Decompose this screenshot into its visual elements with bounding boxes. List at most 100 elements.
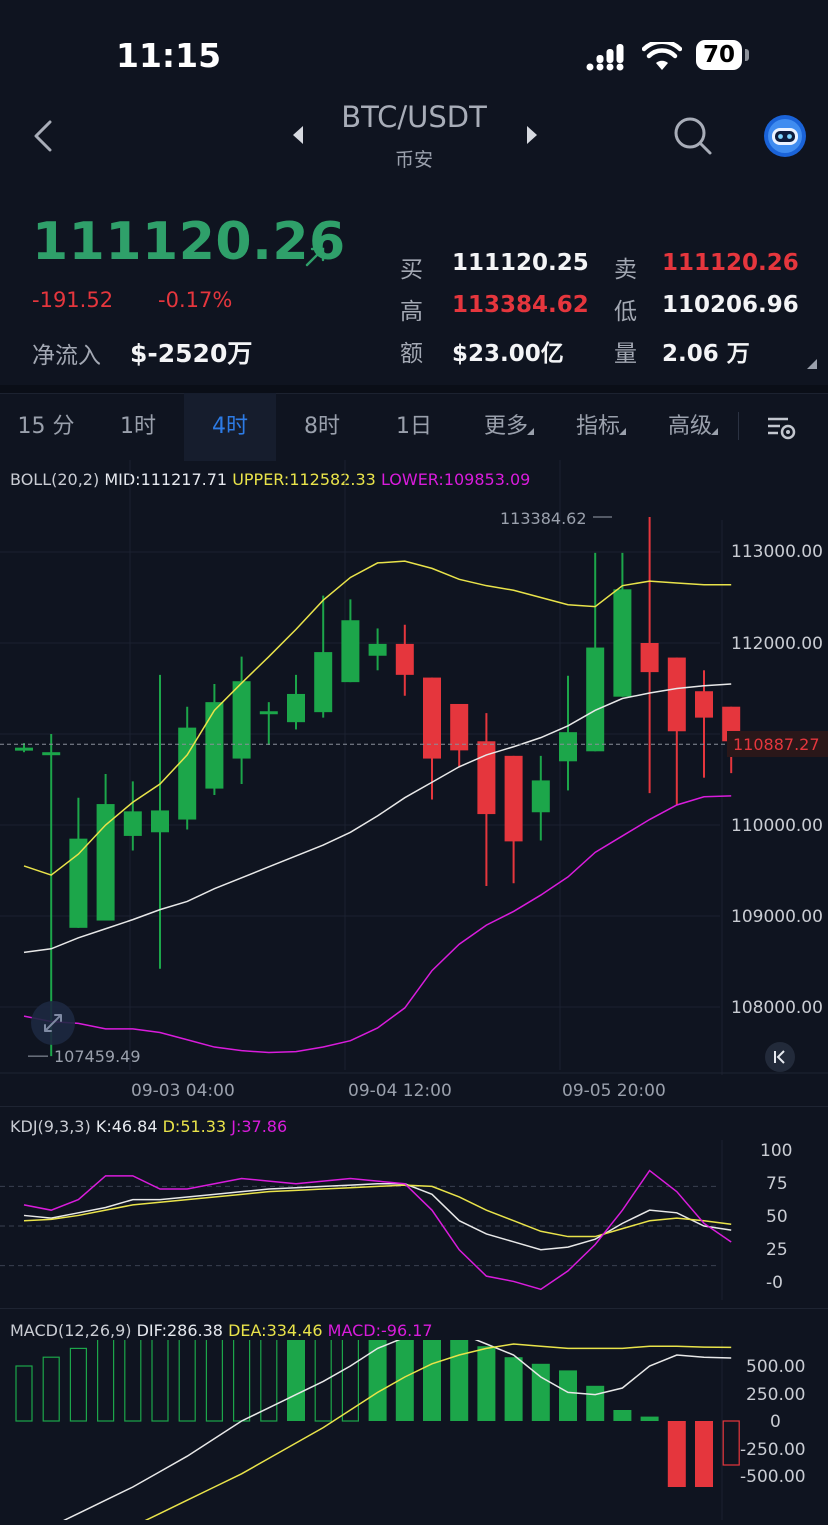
candle-body (477, 741, 496, 815)
macd-bar (477, 1346, 496, 1421)
kdj-tick-25: 25 (766, 1240, 788, 1260)
volume-label: 量 (614, 341, 637, 367)
macd-dif-line (63, 1340, 732, 1520)
last-price: 111120.26 (32, 212, 346, 272)
candle-body (151, 810, 169, 833)
candle-body (531, 780, 550, 813)
kdj-j-line (23, 1169, 732, 1291)
candle-body (695, 691, 713, 718)
macd-bar (15, 1365, 33, 1422)
tab-more[interactable]: 更多 (483, 414, 528, 439)
low-label: 低 (614, 299, 637, 325)
macd-bar (205, 1340, 223, 1422)
boll-upper-line (23, 560, 732, 876)
macd-bar (559, 1370, 577, 1421)
macd-bar (260, 1340, 278, 1422)
macd-dea: DEA:334.46 (228, 1321, 323, 1340)
turnover-value: $23.00亿 (452, 341, 564, 367)
macd-bar (395, 1340, 414, 1421)
macd-bar (96, 1340, 115, 1422)
candle-body (178, 727, 197, 820)
search-icon[interactable] (672, 115, 714, 157)
candle-body (586, 647, 605, 752)
tab-indicators[interactable]: 指标 (575, 414, 620, 439)
bid-value: 111120.25 (452, 250, 589, 276)
kdj-k-line (23, 1183, 732, 1251)
trend-up-arrow-icon (305, 247, 325, 267)
macd-bar (722, 1420, 740, 1466)
macd-bar (423, 1340, 441, 1421)
candle-body (232, 681, 251, 759)
tab-15m[interactable]: 15 分 (17, 414, 75, 439)
macd-bar (124, 1340, 142, 1422)
candle-body (259, 711, 278, 715)
back-icon[interactable] (30, 118, 56, 154)
candle-body (96, 804, 115, 921)
tab-8h[interactable]: 8时 (304, 414, 340, 439)
fullscreen-icon[interactable] (30, 1000, 76, 1046)
price-change: -191.52 (32, 288, 114, 312)
candle-body (395, 643, 414, 675)
macd-dea-line (144, 1343, 732, 1520)
y-tick-108000: 108000.00 (731, 998, 823, 1018)
kdj-d: D:51.33 (162, 1117, 227, 1136)
macd-bar (314, 1340, 332, 1422)
kdj-d-line (23, 1184, 732, 1238)
expand-stats-icon[interactable] (806, 358, 818, 370)
macd-bar (531, 1363, 550, 1421)
candle-body (314, 652, 333, 713)
kdj-legend: KDJ(9,3,3) K:46.84 D:51.33 J:37.86 (10, 1117, 287, 1136)
bid-label: 买 (400, 257, 423, 283)
jump-to-latest-icon[interactable] (764, 1041, 796, 1073)
indicators-caret-icon (619, 428, 626, 435)
candle-body (559, 732, 577, 762)
boll-mid: MID:111217.71 (104, 470, 228, 489)
macd-bar (695, 1421, 713, 1487)
advanced-caret-icon (711, 428, 718, 435)
boll-legend: BOLL(20,2) MID:111217.71 UPPER:112582.33… (10, 470, 530, 489)
kdj-k: K:46.84 (95, 1117, 158, 1136)
tab-1d[interactable]: 1日 (396, 414, 432, 439)
macd-tick-neg500: -500.00 (740, 1467, 806, 1487)
status-time: 11:15 (116, 36, 222, 75)
candle-body (450, 703, 469, 751)
tab-1h[interactable]: 1时 (120, 414, 156, 439)
next-pair-icon[interactable] (524, 124, 540, 146)
macd-tick-0: 0 (770, 1412, 781, 1432)
macd-tick-250: 250.00 (746, 1385, 806, 1405)
candle-body (667, 657, 686, 732)
candle-body (42, 752, 61, 756)
macd-bar (613, 1410, 632, 1421)
assistant-robot-icon[interactable] (763, 114, 807, 158)
macd-legend: MACD(12,26,9) DIF:286.38 DEA:334.46 MACD… (10, 1321, 433, 1340)
macd-bar (341, 1340, 359, 1422)
ask-value: 111120.26 (662, 250, 799, 276)
boll-upper: UPPER:112582.33 (232, 470, 376, 489)
turnover-label: 额 (400, 341, 423, 367)
candlestick-chart[interactable] (0, 460, 828, 1110)
wifi-icon (642, 42, 682, 70)
kdj-tick-50: 50 (766, 1207, 788, 1227)
kdj-divider (0, 1106, 828, 1107)
candle-body (640, 643, 659, 673)
candle-body (341, 620, 360, 683)
x-tick-0905: 09-05 20:00 (562, 1081, 666, 1101)
kdj-j: J:37.86 (231, 1117, 288, 1136)
more-caret-icon (527, 428, 534, 435)
pair-title[interactable]: BTC/USDT (341, 100, 487, 134)
chart-settings-icon[interactable] (766, 415, 798, 441)
tab-4h[interactable]: 4时 (184, 393, 276, 461)
low-price-label: 107459.49 (54, 1047, 141, 1066)
kdj-chart[interactable] (0, 1140, 828, 1300)
macd-tick-500: 500.00 (746, 1357, 806, 1377)
macd-name: MACD(12,26,9) (10, 1321, 132, 1340)
tab-advanced[interactable]: 高级 (667, 414, 712, 439)
boll-name: BOLL(20,2) (10, 470, 100, 489)
tab-separator (738, 412, 739, 440)
macd-bar (586, 1385, 605, 1421)
candle-body (205, 702, 224, 789)
prev-pair-icon[interactable] (290, 124, 306, 146)
y-tick-109000: 109000.00 (731, 907, 823, 927)
macd-chart[interactable] (0, 1340, 828, 1520)
macd-tick-neg250: -250.00 (740, 1440, 806, 1460)
